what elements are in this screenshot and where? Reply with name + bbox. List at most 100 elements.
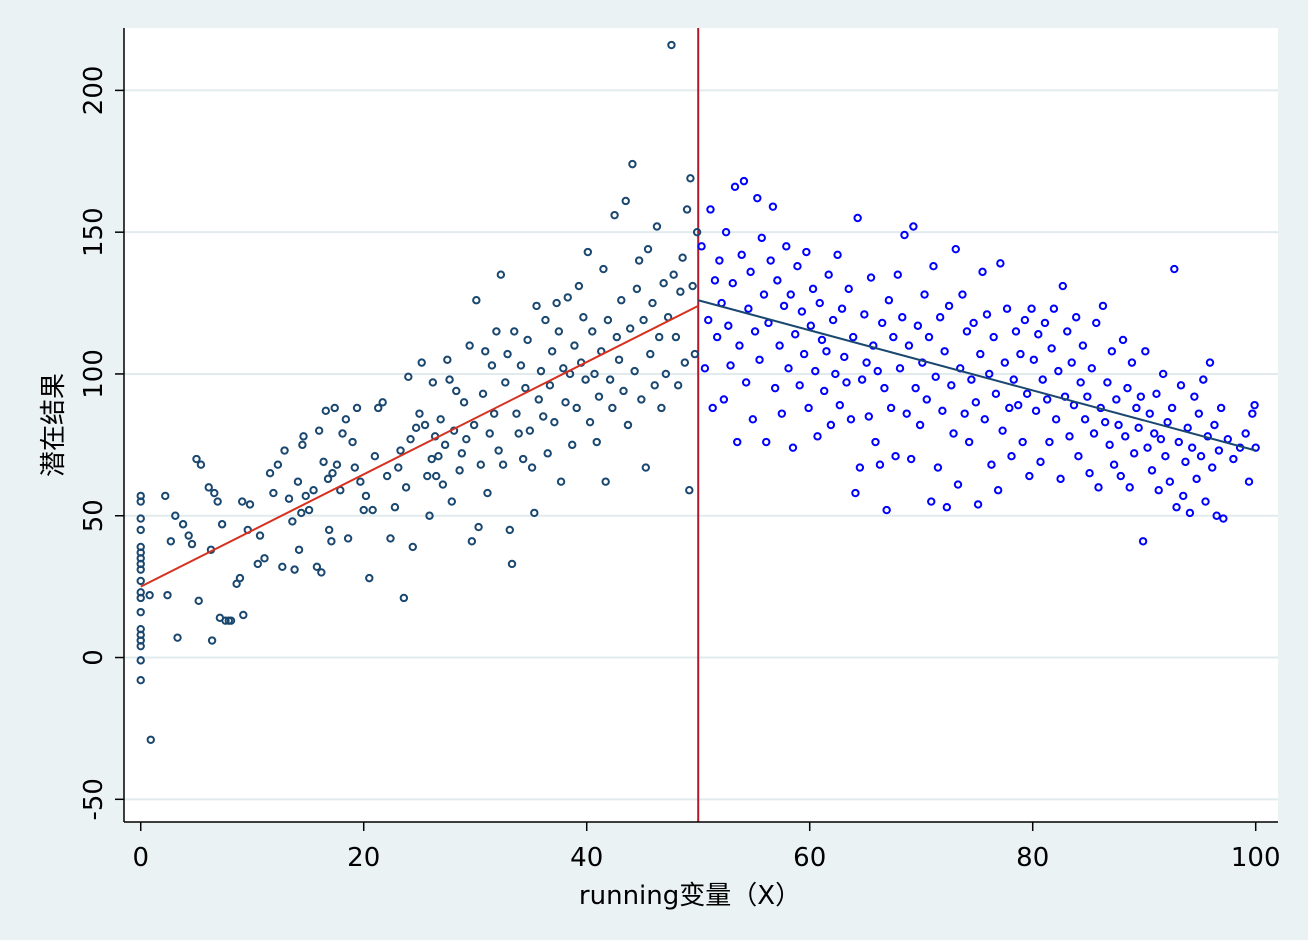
left-point — [217, 520, 227, 529]
left-point — [457, 449, 467, 458]
right-point — [831, 369, 840, 379]
left-point — [507, 559, 517, 569]
right-point — [1145, 409, 1154, 418]
left-point — [194, 596, 203, 606]
right-point — [1250, 400, 1259, 410]
right-point — [1174, 437, 1183, 447]
right-point — [1100, 417, 1110, 427]
right-point — [739, 176, 749, 186]
left-point — [401, 483, 411, 492]
right-point — [811, 366, 820, 376]
left-point — [590, 369, 599, 379]
right-point — [1116, 471, 1125, 481]
right-point — [848, 332, 858, 342]
right-point — [706, 205, 715, 214]
right-point — [949, 429, 958, 438]
right-point — [898, 313, 907, 322]
left-point — [235, 573, 245, 583]
left-point — [685, 486, 694, 495]
right-point — [773, 276, 782, 285]
x-tick-label: 80 — [1016, 843, 1049, 873]
right-point — [969, 318, 978, 328]
right-point — [882, 505, 891, 515]
left-point — [378, 398, 387, 407]
right-point — [844, 284, 853, 294]
left-point — [501, 378, 510, 387]
left-point — [343, 534, 353, 543]
left-point — [431, 471, 441, 481]
left-point — [669, 270, 678, 279]
right-point — [1244, 477, 1254, 486]
right-point — [886, 403, 896, 413]
left-point — [280, 446, 289, 455]
right-point — [1078, 341, 1088, 350]
left-point — [341, 415, 351, 424]
left-point — [365, 573, 374, 583]
left-point — [239, 610, 248, 620]
left-point — [423, 471, 432, 481]
left-point — [443, 355, 452, 364]
left-point — [146, 735, 155, 744]
right-point — [862, 358, 871, 367]
left-point — [581, 375, 590, 384]
left-point — [136, 656, 145, 665]
right-point — [1018, 437, 1027, 447]
left-point — [505, 525, 514, 535]
left-point — [301, 491, 310, 501]
left-point — [641, 463, 651, 472]
right-point — [708, 403, 717, 413]
right-point — [1141, 347, 1150, 356]
left-point — [428, 378, 438, 387]
right-point — [793, 262, 802, 271]
right-point — [889, 332, 898, 342]
right-point — [884, 296, 894, 305]
right-point — [920, 290, 929, 299]
right-point — [1251, 443, 1260, 452]
right-point — [1029, 355, 1039, 364]
right-point — [728, 279, 737, 288]
left-point — [472, 296, 481, 305]
right-fit-line — [697, 299, 1256, 452]
right-point — [721, 227, 731, 237]
right-point — [768, 202, 778, 211]
left-point — [556, 477, 566, 486]
left-point — [294, 545, 304, 554]
left-point — [226, 616, 236, 625]
right-point — [991, 389, 1001, 399]
left-point — [438, 480, 448, 489]
left-point — [237, 497, 247, 506]
left-point — [288, 517, 297, 526]
left-point — [534, 395, 543, 404]
left-point — [136, 565, 145, 574]
right-point — [1176, 381, 1186, 390]
left-point — [680, 358, 690, 367]
right-point — [697, 242, 706, 251]
right-point — [797, 307, 807, 316]
left-point — [657, 403, 666, 413]
right-point — [973, 500, 983, 509]
right-point — [746, 267, 755, 277]
left-point — [304, 505, 314, 515]
left-point — [661, 369, 671, 379]
right-point — [1205, 358, 1215, 367]
left-point — [512, 409, 521, 418]
left-point — [163, 590, 172, 600]
right-point — [915, 420, 925, 430]
right-point — [1022, 389, 1032, 399]
left-point — [603, 315, 613, 325]
right-point — [1158, 369, 1168, 379]
right-point — [1000, 358, 1010, 367]
right-point — [815, 298, 824, 308]
left-point — [207, 636, 217, 645]
right-point — [817, 335, 827, 345]
right-point — [820, 386, 829, 396]
right-point — [987, 460, 996, 469]
right-point — [1027, 304, 1036, 313]
right-point — [1020, 315, 1030, 325]
x-tick-label: 40 — [570, 843, 603, 873]
left-point — [278, 562, 287, 571]
left-point — [161, 491, 170, 501]
right-point — [1034, 330, 1043, 339]
left-point — [481, 347, 490, 356]
